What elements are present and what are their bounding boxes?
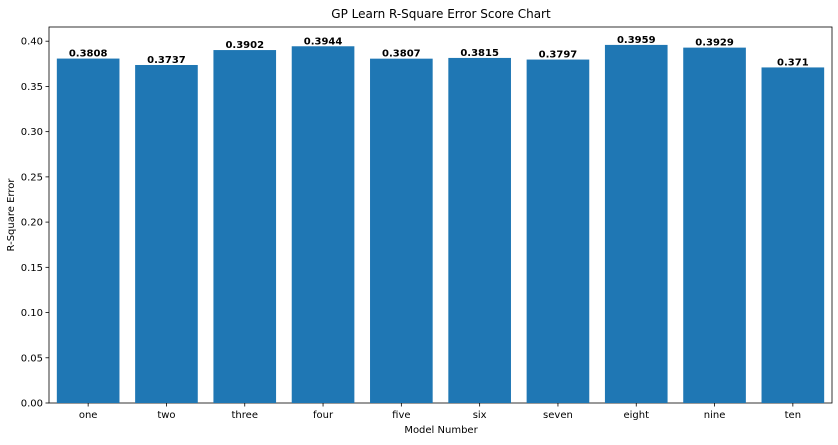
x-tick-label-six: six xyxy=(473,410,487,421)
x-axis: one two three four five six seven eight nine ten xyxy=(79,403,801,421)
plot-area: 0.3808 0.3737 0.3902 0.3944 0.3807 0.3815 0.37… xyxy=(48,26,833,404)
bar-value-label-seven: 0.3797 xyxy=(539,50,578,61)
chart-title: GP Learn R-Square Error Score Chart xyxy=(331,7,551,21)
bar-one xyxy=(56,58,120,403)
bar-eight xyxy=(604,44,668,403)
y-tick-label-2: 0.10 xyxy=(21,308,43,319)
x-tick-label-four: four xyxy=(313,410,334,421)
x-tick-label-three: three xyxy=(232,410,258,421)
x-tick-label-ten: ten xyxy=(785,410,801,421)
bar-value-label-four: 0.3944 xyxy=(304,36,343,47)
plot-frame xyxy=(48,26,833,404)
bar-seven xyxy=(526,59,590,404)
bar-nine xyxy=(683,47,746,404)
bar-four xyxy=(291,46,355,404)
bar-value-label-six: 0.3815 xyxy=(460,48,499,59)
x-tick-label-one: one xyxy=(79,410,98,421)
y-axis: 0.00 0.05 0.10 0.15 0.20 0.25 0.30 0.35 0.40 xyxy=(21,37,49,410)
bar-two xyxy=(135,64,198,404)
bar-value-label-eight: 0.3959 xyxy=(617,35,656,46)
bar-three xyxy=(213,50,277,404)
bar-ten xyxy=(761,67,825,404)
bar-value-label-three: 0.3902 xyxy=(225,40,264,51)
y-tick-label-8: 0.40 xyxy=(21,37,43,48)
value-labels-group: 0.3808 0.3737 0.3902 0.3944 0.3807 0.3815 0.37… xyxy=(69,35,809,69)
x-tick-label-five: five xyxy=(392,410,410,421)
y-axis-label: R-Square Error xyxy=(6,178,17,252)
y-tick-label-1: 0.05 xyxy=(21,353,43,364)
x-tick-label-nine: nine xyxy=(704,410,726,421)
x-tick-label-two: two xyxy=(157,410,175,421)
bar-value-label-one: 0.3808 xyxy=(69,49,108,60)
y-tick-label-5: 0.25 xyxy=(21,172,43,183)
y-tick-label-6: 0.30 xyxy=(21,127,43,138)
bar-six xyxy=(448,57,511,404)
bar-value-label-nine: 0.3929 xyxy=(695,38,734,49)
bar-value-label-two: 0.3737 xyxy=(147,55,186,66)
y-tick-label-7: 0.35 xyxy=(21,82,43,93)
x-axis-label: Model Number xyxy=(404,425,478,436)
bar-value-label-five: 0.3807 xyxy=(382,49,421,60)
x-tick-label-seven: seven xyxy=(543,410,573,421)
bar-value-label-ten: 0.371 xyxy=(777,57,809,68)
bar-five xyxy=(370,58,433,403)
y-tick-label-3: 0.15 xyxy=(21,263,43,274)
bars-group xyxy=(56,44,825,404)
y-tick-label-4: 0.20 xyxy=(21,218,43,229)
x-tick-label-eight: eight xyxy=(623,410,649,421)
y-tick-label-0: 0.00 xyxy=(21,399,43,410)
